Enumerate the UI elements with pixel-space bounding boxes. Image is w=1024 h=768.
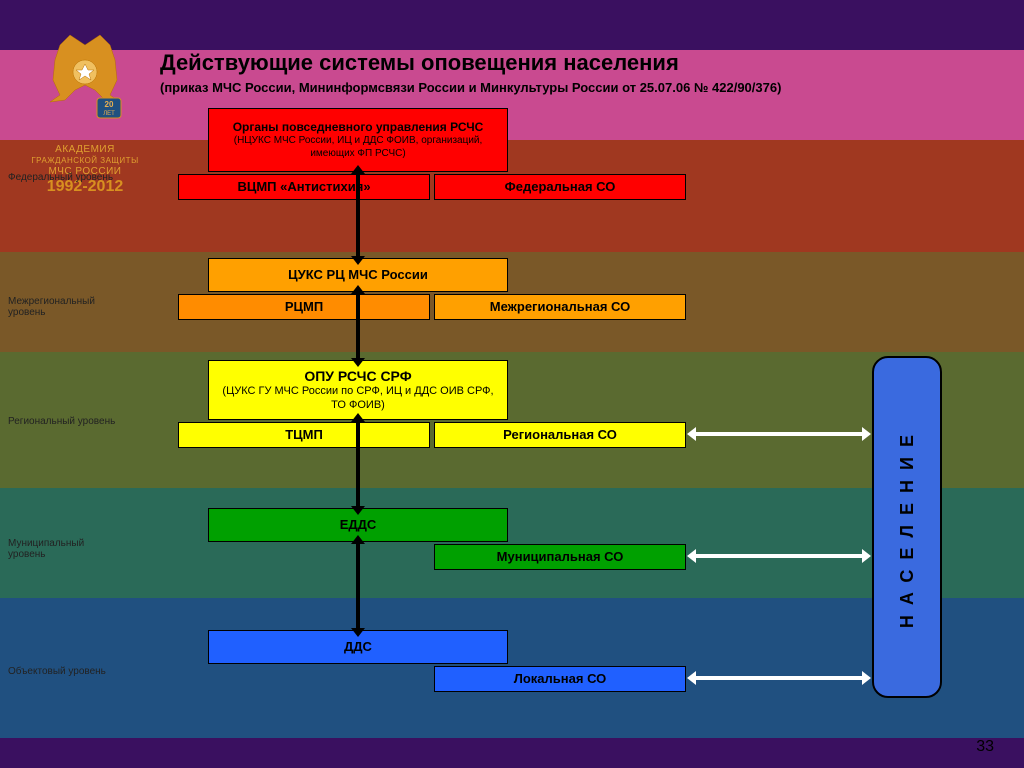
box-mr_right: Межрегиональная СО [434,294,686,320]
box-reg_main-title: ОПУ РСЧС СРФ [304,368,411,386]
box-fed_main: Органы повседневного управления РСЧС(НЦУ… [208,108,508,172]
emblem-logo: 20 ЛЕТ АКАДЕМИЯ ГРАЖДАНСКОЙ ЗАЩИТЫ МЧС Р… [25,30,145,196]
box-reg_left-title: ТЦМП [285,427,323,443]
box-mun_right: Муниципальная СО [434,544,686,570]
emblem-line1: АКАДЕМИЯ [25,144,145,156]
title-sub: (приказ МЧС России, Мининформсвязи Росси… [160,80,1000,95]
vertical-arrow-1 [356,292,360,360]
box-mun_right-title: Муниципальная СО [497,549,624,565]
box-mr_left: РЦМП [178,294,430,320]
box-reg_main-sub: (ЦУКС ГУ МЧС России по СРФ, ИЦ и ДДС ОИВ… [215,385,501,413]
population-label: НАСЕЛЕНИЕ [897,425,918,628]
box-mr_right-title: Межрегиональная СО [490,299,630,315]
box-obj_main-title: ДДС [344,639,372,655]
vertical-arrow-0 [356,172,360,258]
background-band-0 [0,0,1024,50]
box-fed_right-title: Федеральная СО [505,179,616,195]
box-reg_main: ОПУ РСЧС СРФ(ЦУКС ГУ МЧС России по СРФ, … [208,360,508,420]
box-reg_right: Региональная СО [434,422,686,448]
box-fed_main-sub: (НЦУКС МЧС России, ИЦ и ДДС ФОИВ, органи… [215,135,501,160]
slide-title: Действующие системы оповещения населения… [160,50,1000,95]
title-main: Действующие системы оповещения населения [160,50,1000,76]
background-band-5 [0,488,1024,598]
horizontal-arrow-2 [694,676,864,680]
level-label-3: Муниципальный уровень [8,538,118,560]
box-fed_left-title: ВЦМП «Антистихия» [237,179,370,195]
box-reg_right-title: Региональная СО [503,427,617,443]
page-number: 33 [976,738,994,756]
box-mr_left-title: РЦМП [285,299,323,315]
box-fed_right: Федеральная СО [434,174,686,200]
horizontal-arrow-1 [694,554,864,558]
level-label-4: Объектовый уровень [8,666,118,677]
level-label-1: Межрегиональный уровень [8,296,118,318]
emblem-line2: ГРАЖДАНСКОЙ ЗАЩИТЫ [25,156,145,166]
box-obj_right-title: Локальная СО [514,671,607,687]
box-reg_left: ТЦМП [178,422,430,448]
background-band-4 [0,352,1024,488]
level-label-2: Региональный уровень [8,416,118,427]
vertical-arrow-2 [356,420,360,508]
box-mun_main-title: ЕДДС [340,517,377,533]
eagle-icon: 20 ЛЕТ [35,30,135,140]
badge-20: 20 [105,100,114,109]
box-fed_left: ВЦМП «Антистихия» [178,174,430,200]
badge-let: ЛЕТ [103,111,115,117]
background-band-7 [0,738,1024,768]
horizontal-arrow-0 [694,432,864,436]
population-panel: НАСЕЛЕНИЕ [872,356,942,698]
box-obj_right: Локальная СО [434,666,686,692]
vertical-arrow-3 [356,542,360,630]
box-mr_main-title: ЦУКС РЦ МЧС России [288,267,428,283]
level-label-0: Федеральный уровень [8,172,118,183]
box-fed_main-title: Органы повседневного управления РСЧС [233,120,484,135]
